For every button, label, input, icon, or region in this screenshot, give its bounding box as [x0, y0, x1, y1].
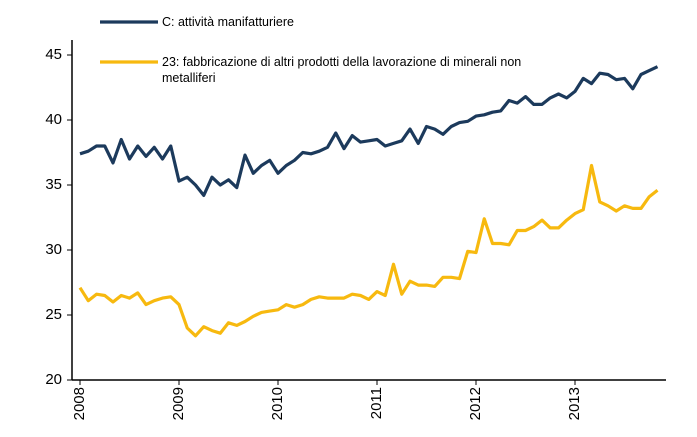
y-tick-label: 40 [45, 111, 62, 128]
y-tick-label: 20 [45, 371, 62, 388]
x-tick-label: 2009 [170, 387, 187, 420]
x-tick-label: 2013 [566, 387, 583, 420]
y-tick-label: 25 [45, 306, 62, 323]
series-line [78, 163, 659, 338]
x-tick-label: 2011 [368, 387, 385, 419]
y-tick-label: 35 [45, 176, 62, 193]
x-tick-label: 2012 [467, 387, 484, 420]
legend-label: C: attività manifatturiere [162, 15, 294, 29]
y-tick-label: 45 [45, 46, 62, 63]
x-tick-label: 2008 [71, 387, 88, 420]
y-tick-label: 30 [45, 241, 62, 258]
series-line [79, 65, 659, 197]
x-tick-label: 2010 [269, 387, 286, 420]
legend-label: 23: fabbricazione di altri prodotti dell… [162, 55, 522, 85]
